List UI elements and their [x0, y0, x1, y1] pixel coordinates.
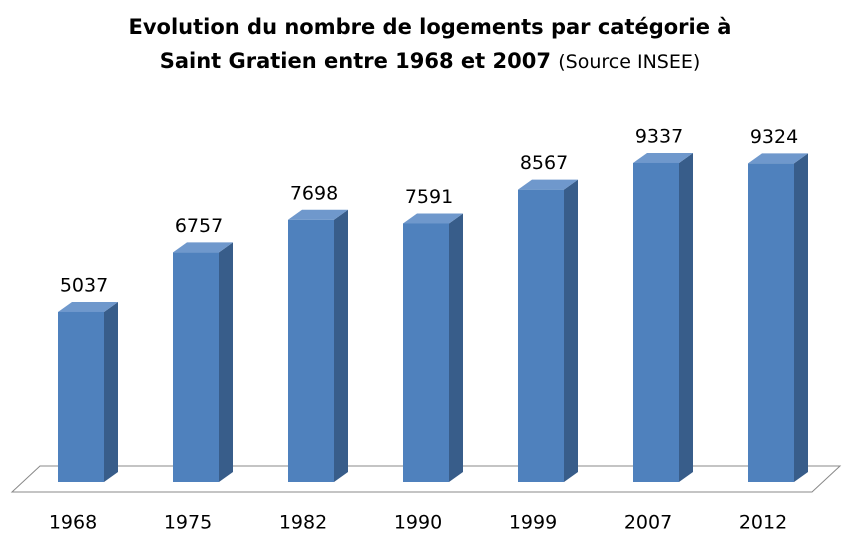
bar-top: [403, 213, 463, 224]
x-tick-label: 1999: [509, 512, 557, 534]
bar: [288, 219, 334, 483]
x-tick-label: 2012: [739, 512, 787, 534]
source-note: (Source INSEE): [558, 51, 700, 73]
bar-side: [679, 152, 693, 482]
bar-top: [288, 209, 348, 220]
bar: [403, 223, 449, 482]
bar-side: [794, 153, 808, 482]
data-label: 9337: [635, 125, 683, 147]
x-tick-label: 1968: [49, 512, 97, 534]
bar: [633, 162, 679, 482]
data-label: 5037: [60, 274, 108, 296]
bar: [173, 252, 219, 482]
bar-top: [748, 153, 808, 164]
x-tick-label: 2007: [624, 512, 672, 534]
bar-side: [219, 242, 233, 482]
data-label: 9324: [750, 126, 798, 148]
x-tick-label: 1975: [164, 512, 212, 534]
chart-title: Evolution du nombre de logements par cat…: [129, 15, 732, 39]
data-label: 7591: [405, 186, 453, 208]
bar-top: [633, 152, 693, 163]
bar: [748, 163, 794, 482]
bar-top: [518, 179, 578, 190]
chart-title-line-2: Saint Gratien entre 1968 et 2007 (Source…: [160, 49, 701, 73]
data-label: 7698: [290, 182, 338, 204]
bar: [518, 189, 564, 482]
data-label: 6757: [175, 215, 223, 237]
x-tick-label: 1982: [279, 512, 327, 534]
bar-top: [58, 301, 118, 312]
bar-side: [564, 179, 578, 483]
chart-title: Saint Gratien entre 1968 et 2007: [160, 49, 551, 73]
bar-top: [173, 242, 233, 253]
bar-side: [334, 209, 348, 483]
bar-side: [104, 301, 118, 482]
bar-side: [449, 213, 463, 482]
bar: [58, 311, 104, 482]
x-tick-label: 1990: [394, 512, 442, 534]
data-label: 8567: [520, 152, 568, 174]
